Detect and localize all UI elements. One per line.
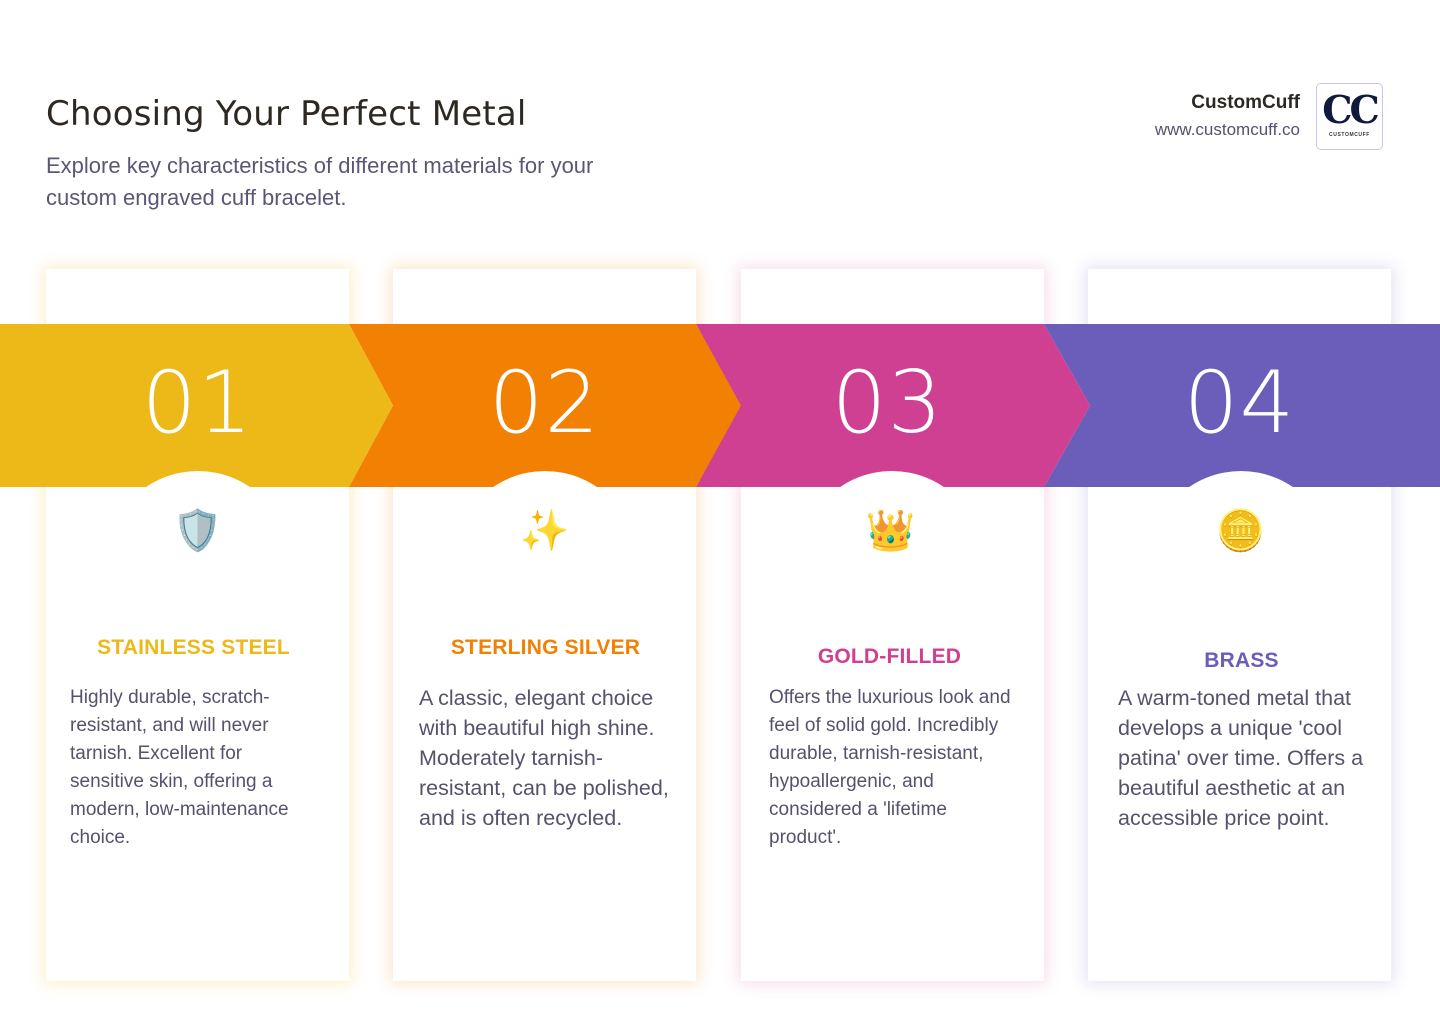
material-title-gold-filled: GOLD-FILLED: [817, 645, 962, 668]
page-title: Choosing Your Perfect Metal: [46, 94, 527, 134]
material-title-brass: BRASS: [1204, 649, 1279, 672]
arrow-segment-4: [1044, 324, 1440, 487]
material-title-stainless-steel: STAINLESS STEEL: [97, 636, 290, 659]
icon-circle-2: [453, 471, 637, 655]
arrow-segment-2: [349, 324, 743, 487]
step-number-3: 03: [831, 353, 944, 453]
step-number-4: 04: [1183, 353, 1296, 453]
logo-letters: CC: [1322, 87, 1379, 132]
step-arrow-band: [0, 324, 1440, 487]
brand-block: CustomCuff www.customcuff.co: [1155, 90, 1300, 144]
material-description-brass: A warm-toned metal that develops a uniqu…: [1118, 686, 1364, 830]
shield-icon: 🛡️: [172, 508, 223, 554]
step-number-1: 01: [141, 353, 254, 453]
sparkles-icon: ✨: [519, 508, 570, 554]
crown-icon: 👑: [865, 508, 916, 554]
step-number-2: 02: [488, 353, 601, 453]
brand-name: CustomCuff: [1191, 92, 1300, 113]
material-description-stainless-steel: Highly durable, scratch-resistant, and w…: [70, 687, 289, 848]
logo-caption: CUSTOMCUFF: [1329, 132, 1370, 138]
brand-url[interactable]: www.customcuff.co: [1154, 120, 1300, 139]
arrow-segment-3: [696, 324, 1092, 487]
material-description-gold-filled: Offers the luxurious look and feel of so…: [769, 687, 1011, 848]
brand-logo: CC CUSTOMCUFF: [1316, 83, 1383, 150]
icon-circle-3: [800, 471, 984, 655]
material-description-sterling-silver: A classic, elegant choice with beautiful…: [419, 686, 669, 830]
page-subtitle: Explore key characteristics of different…: [46, 153, 594, 210]
arrow-segment-1: [0, 324, 395, 487]
icon-circle-4: [1149, 471, 1333, 655]
icon-circle-1: [106, 471, 290, 655]
coin-icon: 🪙: [1215, 508, 1266, 554]
material-title-sterling-silver: STERLING SILVER: [450, 636, 641, 659]
